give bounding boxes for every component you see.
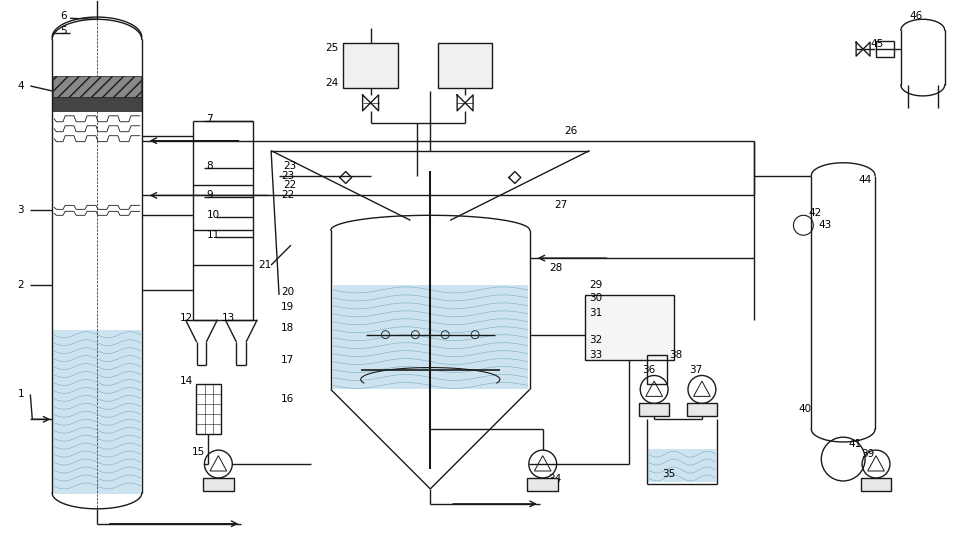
Text: 24: 24 xyxy=(325,78,339,88)
Bar xyxy=(197,385,221,434)
Text: 22: 22 xyxy=(283,181,297,191)
Text: 14: 14 xyxy=(180,376,193,386)
Text: 12: 12 xyxy=(180,313,193,323)
Text: 15: 15 xyxy=(192,447,204,457)
Bar xyxy=(648,449,716,482)
Text: 42: 42 xyxy=(809,208,821,218)
Text: 37: 37 xyxy=(689,365,703,375)
Text: 10: 10 xyxy=(206,210,220,220)
Text: 11: 11 xyxy=(206,230,220,240)
Text: 35: 35 xyxy=(662,469,675,479)
Text: 31: 31 xyxy=(590,308,602,318)
Bar xyxy=(343,43,398,88)
Text: 45: 45 xyxy=(870,39,883,49)
Text: 23: 23 xyxy=(283,160,297,171)
Bar xyxy=(639,403,669,416)
Text: 27: 27 xyxy=(555,201,568,210)
Text: 5: 5 xyxy=(60,26,67,36)
Bar xyxy=(647,355,667,385)
Bar xyxy=(585,295,674,360)
Text: 23: 23 xyxy=(281,170,294,181)
Text: 16: 16 xyxy=(281,395,294,404)
Bar xyxy=(203,478,234,490)
Text: 28: 28 xyxy=(550,263,563,273)
Bar xyxy=(861,478,891,490)
Text: 19: 19 xyxy=(281,302,294,312)
Bar xyxy=(687,403,717,416)
Text: 44: 44 xyxy=(858,175,872,186)
Text: 7: 7 xyxy=(206,114,213,124)
Text: 46: 46 xyxy=(910,12,923,21)
Bar xyxy=(54,97,141,111)
Text: 8: 8 xyxy=(206,160,213,171)
Text: 36: 36 xyxy=(642,365,656,375)
Text: 20: 20 xyxy=(281,287,294,297)
Bar xyxy=(527,478,559,490)
Bar xyxy=(876,41,894,57)
Text: 21: 21 xyxy=(258,260,271,270)
Text: 40: 40 xyxy=(799,404,811,414)
Bar xyxy=(333,285,527,390)
Text: 30: 30 xyxy=(590,293,602,303)
Text: 34: 34 xyxy=(548,474,561,484)
Text: 3: 3 xyxy=(18,206,24,215)
Text: 41: 41 xyxy=(848,439,861,449)
Text: 39: 39 xyxy=(861,449,875,459)
Text: 2: 2 xyxy=(18,280,24,290)
Bar xyxy=(54,329,141,494)
Text: 26: 26 xyxy=(564,126,578,136)
Text: 6: 6 xyxy=(60,12,67,21)
Bar xyxy=(54,76,141,97)
Text: 38: 38 xyxy=(669,349,682,360)
Text: 1: 1 xyxy=(18,390,24,399)
Text: 22: 22 xyxy=(281,191,294,201)
Text: 32: 32 xyxy=(590,334,602,345)
Text: 33: 33 xyxy=(590,349,602,360)
Text: 4: 4 xyxy=(18,81,24,91)
Text: 17: 17 xyxy=(281,355,294,365)
Text: 13: 13 xyxy=(221,313,234,323)
Text: 25: 25 xyxy=(325,43,339,53)
Text: 29: 29 xyxy=(590,280,602,290)
Text: 18: 18 xyxy=(281,323,294,333)
Bar xyxy=(438,43,492,88)
Text: 9: 9 xyxy=(206,191,213,201)
Text: 43: 43 xyxy=(818,220,832,230)
